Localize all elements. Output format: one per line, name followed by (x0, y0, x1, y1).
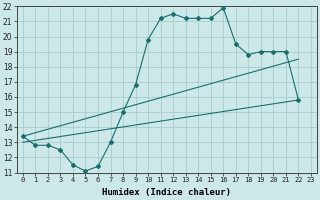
X-axis label: Humidex (Indice chaleur): Humidex (Indice chaleur) (102, 188, 231, 197)
